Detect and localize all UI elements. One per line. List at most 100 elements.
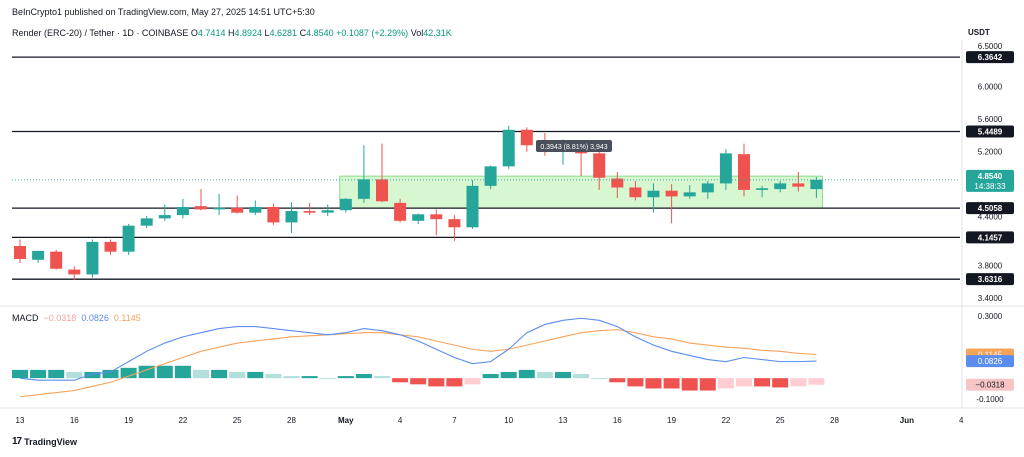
change-value: +0.1087 (+2.29%) — [336, 28, 409, 38]
macd-histogram-bar — [410, 378, 427, 385]
tradingview-footer: 17 TradingView — [12, 436, 77, 447]
macd-histogram-bar — [555, 371, 571, 379]
high-label: H — [227, 28, 235, 38]
macd-histogram-bar — [717, 378, 734, 389]
level-badge — [966, 231, 1014, 244]
macd-histogram-bar — [808, 378, 825, 385]
macd-badge-label: −0.0318 — [975, 381, 1005, 390]
macd-histogram-bar — [446, 378, 463, 387]
brand-name: TradingView — [24, 436, 77, 447]
last-price-label: 4.8540 — [978, 172, 1003, 181]
candle-body — [195, 206, 207, 210]
countdown-label: 14:38:33 — [974, 182, 1006, 191]
open-value: 4.7414 — [197, 28, 226, 38]
candle-body — [466, 185, 479, 228]
candle-body — [104, 241, 117, 252]
time-tick-label: 22 — [178, 416, 187, 425]
price-tick-label: 6.0000 — [978, 83, 1003, 92]
macd-hist-value: −0.0318 — [43, 313, 77, 323]
candle-body — [647, 190, 660, 198]
candle-body — [520, 129, 533, 146]
time-tick-label: 13 — [16, 416, 25, 425]
level-badge-label: 5.4489 — [978, 127, 1003, 136]
volume-value: 42.31K — [423, 28, 452, 38]
close-label: C — [299, 28, 307, 38]
macd-histogram-bar — [754, 378, 771, 387]
consolidation-zone — [339, 175, 823, 209]
macd-badge — [966, 378, 1014, 391]
macd-histogram-bar — [500, 371, 517, 379]
candle-body — [339, 198, 352, 211]
macd-histogram-bar — [645, 378, 662, 389]
macd-histogram-bar — [663, 378, 680, 389]
volume-label: Vol — [410, 28, 424, 38]
macd-histogram-bar — [12, 369, 28, 379]
candle-body — [176, 206, 189, 216]
low-label: L — [264, 28, 270, 38]
macd-histogram-bar — [247, 371, 264, 379]
macd-histogram-bar — [30, 369, 47, 379]
macd-histogram-bar — [464, 378, 481, 385]
candle-body — [792, 183, 805, 187]
level-badge-label: 4.1457 — [978, 233, 1003, 242]
level-badge-label: 3.6316 — [978, 275, 1003, 284]
open-label: O — [190, 28, 198, 38]
time-tick-label: May — [338, 416, 354, 425]
macd-histogram-bar — [699, 378, 716, 391]
macd-histogram-bar — [156, 365, 173, 379]
high-value: 4.8924 — [234, 28, 262, 38]
candle-body — [122, 225, 135, 252]
macd-histogram-bar — [211, 369, 228, 379]
candle-body — [611, 178, 624, 188]
time-tick-label: 7 — [452, 416, 457, 425]
macd-histogram-bar — [627, 378, 644, 387]
macd-histogram-bar — [518, 369, 535, 379]
low-value: 4.6281 — [269, 28, 298, 38]
price-tick-label: 4.4000 — [978, 213, 1003, 222]
candle-body — [430, 214, 443, 220]
macd-line — [19, 317, 817, 381]
macd-histogram-bar — [591, 378, 608, 380]
last-price-badge — [966, 169, 1014, 192]
candle-body — [50, 251, 63, 269]
symbol-title: Render (ERC-20) / Tether · 1D · COINBASE — [12, 28, 189, 38]
time-tick-label: Jun — [900, 416, 914, 425]
macd-histogram-bar — [283, 376, 300, 379]
candle-body — [810, 179, 823, 190]
candle-body — [321, 210, 334, 213]
time-tick-label: 25 — [233, 416, 242, 425]
macd-histogram-bar — [355, 374, 372, 379]
candle-body — [213, 207, 226, 210]
candle-body — [303, 211, 316, 213]
time-tick-label: 16 — [613, 416, 622, 425]
macd-badge-label: 0.1145 — [978, 351, 1002, 360]
time-tick-label: 4 — [959, 416, 964, 425]
candle-body — [665, 190, 678, 197]
macd-histogram-bar — [536, 371, 553, 379]
time-tick-label: 28 — [830, 416, 839, 425]
price-tick-label: 3.8000 — [978, 261, 1003, 270]
time-tick-label: 16 — [70, 416, 79, 425]
time-tick-label: 19 — [124, 416, 133, 425]
macd-histogram-bar — [174, 365, 191, 379]
macd-histogram-bar — [102, 369, 119, 379]
macd-histogram-bar — [772, 378, 789, 388]
macd-signal-value: 0.1145 — [113, 313, 141, 323]
macd-histogram-bar — [84, 371, 101, 379]
macd-histogram-bar — [229, 371, 246, 379]
time-tick-label: 22 — [721, 416, 730, 425]
time-tick-label: 25 — [776, 416, 785, 425]
macd-histogram-bar — [392, 378, 409, 383]
macd-histogram-bar — [66, 371, 83, 379]
time-tick-label: 13 — [559, 416, 568, 425]
measure-tooltip-label: 0.3943 (8.81%) 3,943 — [540, 144, 607, 151]
macd-signal-line — [19, 329, 817, 398]
macd-histogram-bar — [193, 369, 209, 379]
candle-body — [756, 188, 769, 190]
tradingview-logo-icon: 17 — [12, 436, 22, 447]
macd-label: MACD — [12, 313, 39, 323]
time-tick-label: 28 — [287, 416, 296, 425]
macd-histogram-bar — [736, 378, 752, 387]
macd-tick-label: 0.3000 — [978, 312, 1003, 321]
